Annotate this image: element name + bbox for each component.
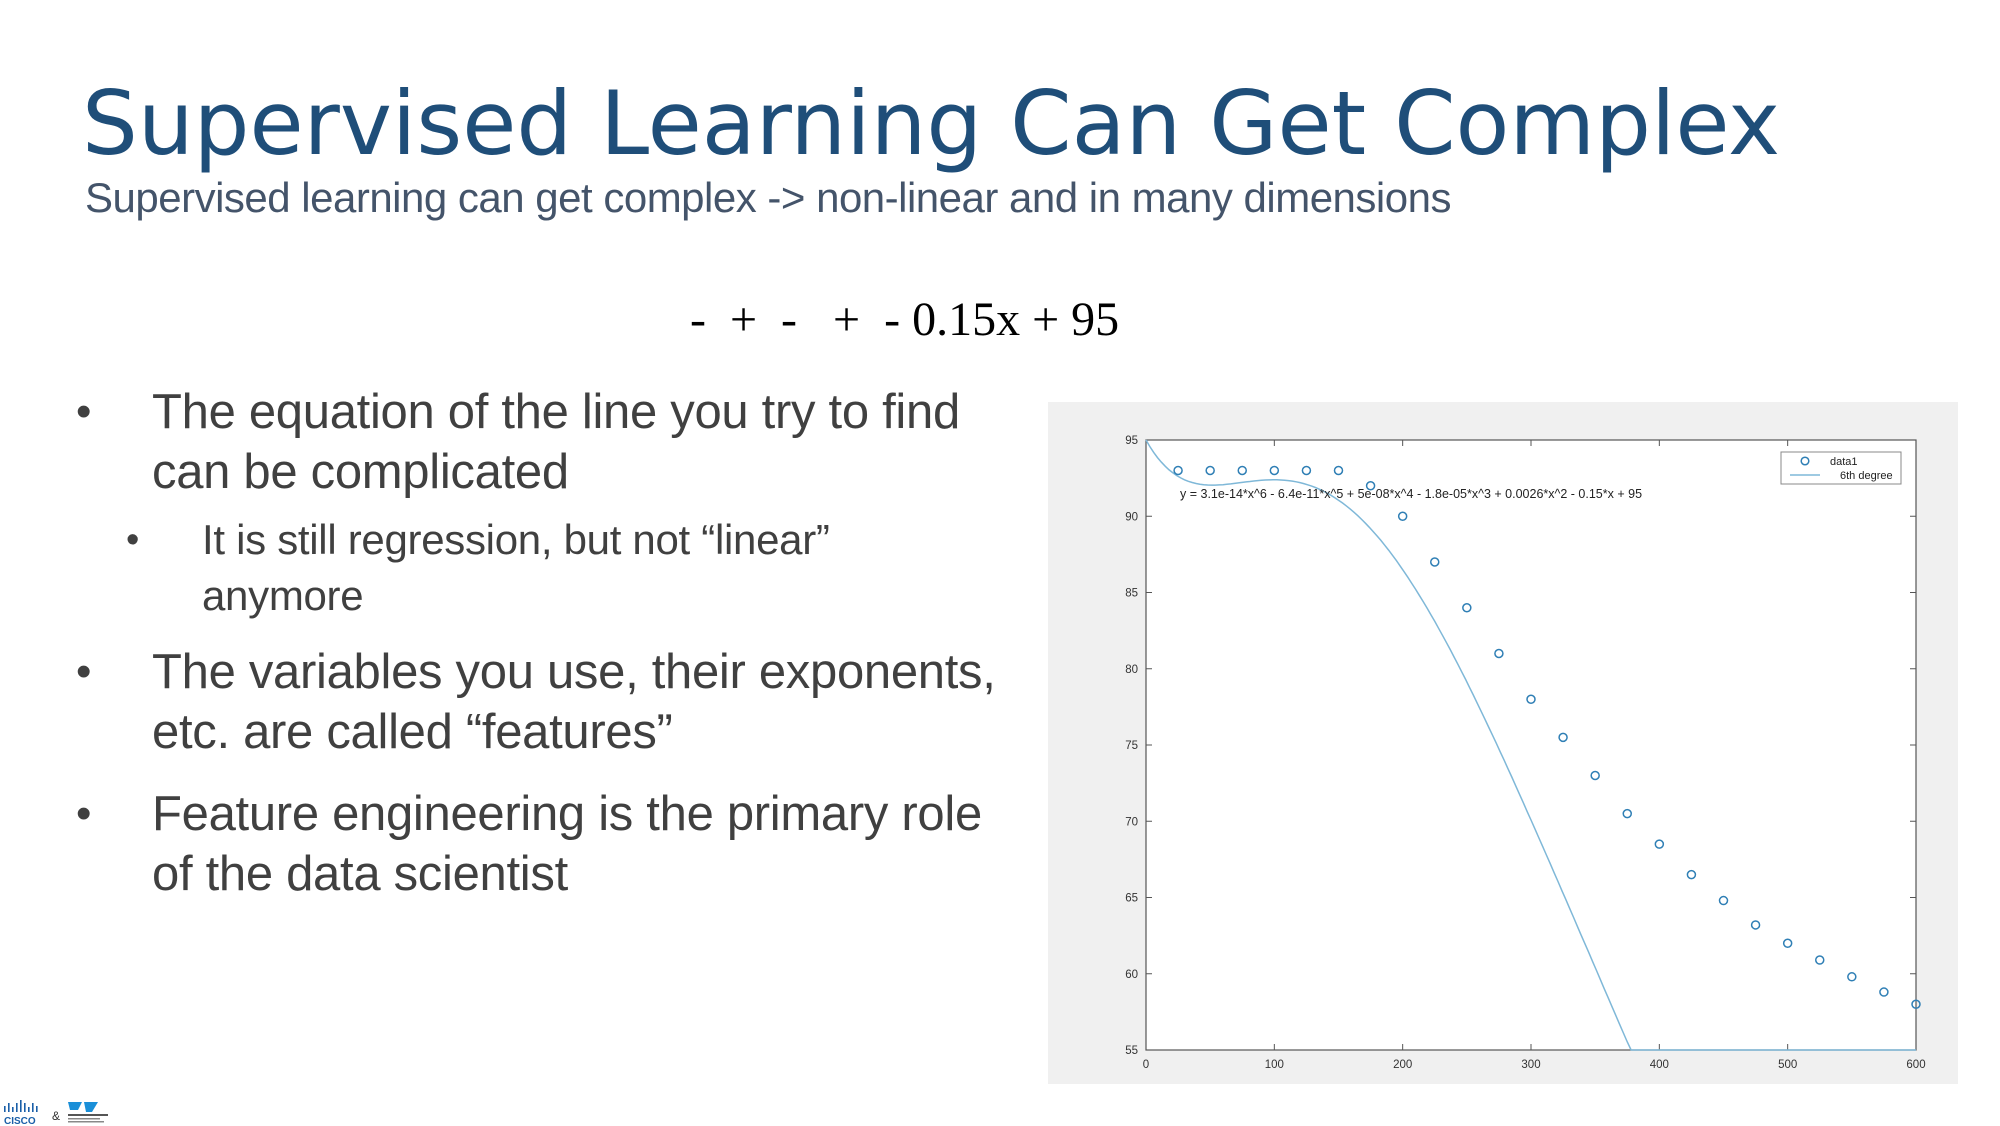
data-point — [1815, 955, 1825, 965]
data-point — [1622, 808, 1632, 819]
svg-text:&: & — [52, 1109, 60, 1123]
bullet-line: The equation of the line you try to find — [152, 385, 960, 439]
bullet-dot-icon: • — [76, 387, 92, 436]
regression-chart: 0 100 200 300 400 500 600 55 60 65 70 75 80 85 90 95 y … — [1125, 435, 1925, 1071]
bullet-line: etc. are called “features” — [152, 705, 673, 759]
y-tick-label: 55 — [1125, 1045, 1138, 1057]
data-point — [1462, 603, 1472, 613]
svg-text:CISCO: CISCO — [4, 1116, 36, 1126]
slide-title: Supervised Learning Can Get Complex — [82, 72, 1781, 175]
fit-equation-annotation: y = 3.1e-14*x^6 - 6.4e-11*x^5 + 5e-08*x^… — [1180, 487, 1642, 501]
bullet-dot-icon: • — [126, 519, 140, 561]
x-tick-label: 500 — [1778, 1059, 1797, 1071]
bullet-item: • Feature engineering is the primary rol… — [76, 784, 1052, 904]
x-tick-label: 400 — [1650, 1059, 1669, 1071]
slide-subtitle: Supervised learning can get complex -> n… — [85, 174, 1451, 221]
data-point — [1750, 920, 1761, 930]
data-point — [1654, 839, 1665, 849]
bullet-line: of the data scientist — [152, 847, 568, 901]
bullet-item: • The equation of the line you try to fi… — [76, 382, 1052, 502]
legend-entry-data1: data1 — [1830, 456, 1858, 468]
data-point — [1879, 987, 1889, 997]
bullet-dot-icon: • — [76, 789, 92, 838]
legend: data1 6th degree — [1780, 451, 1902, 485]
data-point — [1526, 694, 1536, 704]
y-tick-label: 85 — [1125, 588, 1138, 600]
bullet-dot-icon: • — [76, 647, 92, 696]
x-tick-label: 0 — [1143, 1059, 1149, 1071]
y-tick-label: 80 — [1125, 664, 1138, 676]
data-point — [1173, 465, 1183, 476]
sub-bullet-item: • It is still regression, but not “linea… — [126, 512, 982, 624]
chart-image: 0 100 200 300 400 500 600 55 60 65 70 75 80 85 90 95 y … — [1048, 402, 1958, 1084]
bullet-line: anymore — [202, 572, 364, 619]
y-tick-label: 60 — [1125, 969, 1138, 981]
data-point — [1718, 895, 1729, 906]
data-point — [1558, 732, 1568, 743]
cisco-logo-icon: CISCO & — [4, 1100, 108, 1126]
y-tick-label: 90 — [1125, 511, 1138, 523]
x-tick-label: 600 — [1906, 1059, 1925, 1071]
bullet-line: The variables you use, their exponents, — [152, 645, 996, 699]
data-point — [1269, 465, 1280, 476]
equation-fragment: - + - + - 0.15x + 95 — [690, 293, 1120, 346]
x-tick-label: 100 — [1265, 1059, 1284, 1071]
x-tick-label: 300 — [1521, 1059, 1540, 1071]
plot-area — [1145, 439, 1917, 1051]
data-point — [1237, 465, 1247, 476]
legend-entry-6th-degree: 6th degree — [1840, 470, 1893, 482]
y-tick-label: 95 — [1125, 435, 1138, 447]
data-point — [1686, 869, 1697, 880]
data-point — [1333, 465, 1344, 476]
x-tick-label: 200 — [1393, 1059, 1412, 1071]
data-point — [1847, 972, 1857, 982]
bullet-line: It is still regression, but not “linear” — [202, 516, 830, 563]
data-point — [1301, 465, 1312, 476]
bullet-line: can be complicated — [152, 445, 569, 499]
legend-marker-icon — [1800, 456, 1810, 466]
fit-curve-6th-degree — [1145, 439, 1916, 1051]
data-point — [1782, 938, 1793, 948]
data-point — [1911, 999, 1921, 1009]
bullet-line: Feature engineering is the primary role — [152, 787, 982, 841]
data-point — [1365, 481, 1376, 491]
y-tick-label: 65 — [1125, 893, 1138, 905]
bullet-item: • The variables you use, their exponents… — [76, 642, 1052, 762]
y-tick-label: 75 — [1125, 740, 1138, 752]
data-point — [1494, 648, 1504, 659]
data-point — [1430, 557, 1440, 567]
data-point — [1397, 511, 1408, 521]
y-tick-label: 70 — [1125, 816, 1138, 828]
data-point — [1205, 465, 1215, 476]
data-point — [1590, 770, 1600, 781]
